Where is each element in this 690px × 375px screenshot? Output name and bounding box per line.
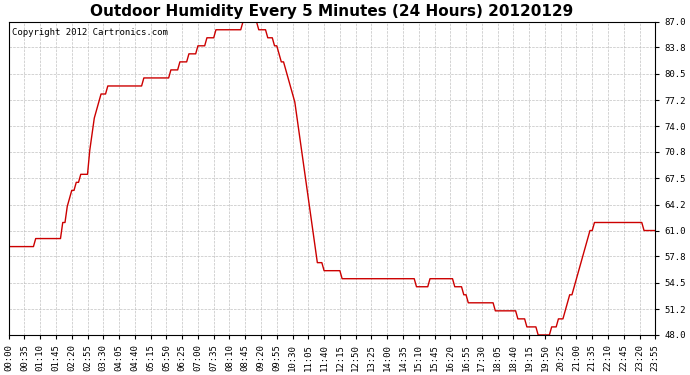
Text: Copyright 2012 Cartronics.com: Copyright 2012 Cartronics.com bbox=[12, 28, 168, 37]
Title: Outdoor Humidity Every 5 Minutes (24 Hours) 20120129: Outdoor Humidity Every 5 Minutes (24 Hou… bbox=[90, 4, 573, 19]
